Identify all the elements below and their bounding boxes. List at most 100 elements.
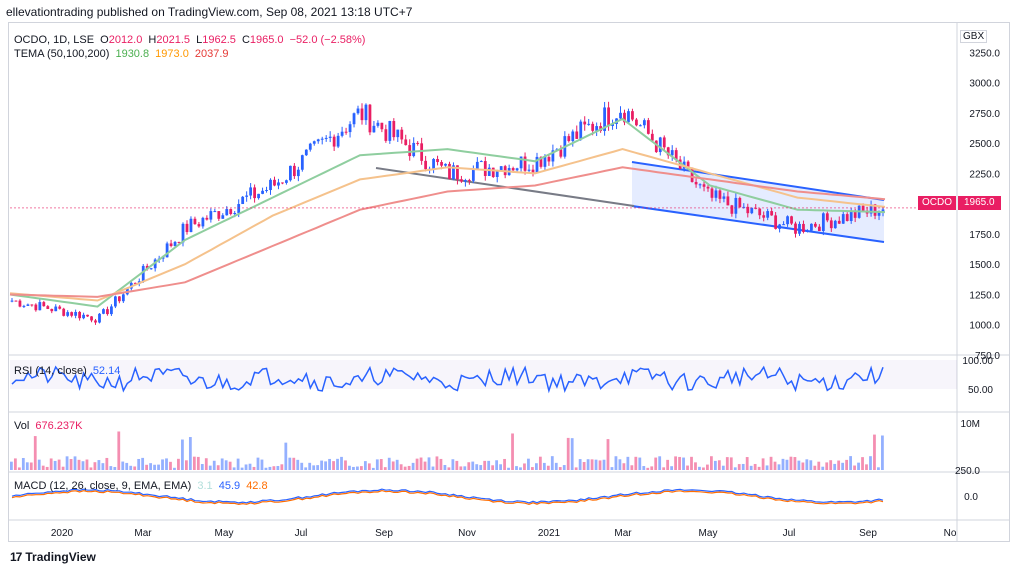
candle-body xyxy=(734,197,738,214)
candle-body xyxy=(50,308,54,312)
macd-label[interactable]: MACD (12, 26, close, 9, EMA, EMA) xyxy=(14,480,192,492)
candle-body xyxy=(241,196,245,205)
candle-body xyxy=(646,120,650,134)
volume-bar xyxy=(13,458,17,470)
candle-body xyxy=(249,187,253,196)
candle-body xyxy=(814,223,817,227)
volume-bar xyxy=(503,458,506,470)
volume-bar xyxy=(447,467,451,470)
candle-body xyxy=(22,305,26,307)
candle-body xyxy=(710,188,714,198)
volume-bar xyxy=(781,458,785,470)
candle-body xyxy=(837,220,841,224)
high-value: 2021.5 xyxy=(156,34,191,46)
volume-bar xyxy=(654,457,658,470)
volume-bar xyxy=(455,460,459,470)
volume-bar xyxy=(698,466,701,470)
volume-bar xyxy=(825,462,829,470)
tema-lines xyxy=(9,117,957,308)
volume-bar xyxy=(304,467,308,470)
volume-bar xyxy=(769,456,773,470)
volume-bar xyxy=(443,464,447,470)
candle-body xyxy=(782,224,785,226)
volume-bar xyxy=(713,460,717,470)
volume-bar xyxy=(507,467,510,470)
candle-body xyxy=(46,306,50,309)
candle-body xyxy=(364,104,368,121)
volume-bar xyxy=(272,466,276,470)
candle-body xyxy=(261,190,264,194)
volume-bar xyxy=(69,459,73,470)
volume-bar xyxy=(240,467,244,470)
volume-bar xyxy=(586,459,590,470)
volume-bar xyxy=(554,462,558,470)
footer-brand[interactable]: 17 TradingView xyxy=(10,550,96,564)
candle-body xyxy=(674,150,678,160)
volume-bar xyxy=(865,464,868,470)
volume-bar xyxy=(10,461,13,470)
volume-bar xyxy=(845,459,849,470)
volume-bar xyxy=(29,462,33,470)
volume-bar xyxy=(181,439,184,470)
channel-lower-line xyxy=(631,205,885,243)
candle-body xyxy=(416,142,420,144)
volume-bar xyxy=(153,464,156,470)
volume-bar xyxy=(805,459,809,470)
time-tick-label: 2021 xyxy=(538,528,561,539)
rsi-pane xyxy=(10,360,957,394)
candle-body xyxy=(296,169,300,177)
volume-bar xyxy=(511,433,514,470)
candle-body xyxy=(74,311,78,316)
time-tick-label: No xyxy=(944,528,957,539)
volume-bar xyxy=(817,461,821,470)
candle-body xyxy=(766,211,770,218)
volume-bar xyxy=(499,464,502,470)
volume-bar xyxy=(531,467,534,470)
candle-body xyxy=(571,131,575,142)
candle-body xyxy=(102,309,105,314)
candle-body xyxy=(833,220,837,229)
volume-bar xyxy=(320,460,324,470)
candle-body xyxy=(106,309,109,315)
candle-body xyxy=(292,165,296,177)
currency-badge[interactable]: GBX xyxy=(960,30,988,43)
candle-body xyxy=(114,296,117,307)
candle-body xyxy=(420,143,424,161)
rsi-label[interactable]: RSI (14, close) xyxy=(14,365,87,377)
candle-body xyxy=(193,218,197,225)
tema-label[interactable]: TEMA (50,100,200) xyxy=(14,48,110,60)
volume-bar xyxy=(650,466,654,470)
volume-bar xyxy=(375,459,379,470)
candle-body xyxy=(583,121,587,125)
volume-bar xyxy=(757,466,761,470)
candle-body xyxy=(66,312,70,316)
candle-body xyxy=(523,156,527,171)
price-tick-label: 1500.0 xyxy=(969,260,1000,271)
candle-body xyxy=(400,129,404,140)
vol-label[interactable]: Vol xyxy=(14,420,30,432)
volume-bar xyxy=(85,459,89,470)
candle-body xyxy=(690,167,694,182)
time-tick-label: May xyxy=(215,528,234,539)
volume-bar xyxy=(137,458,141,470)
volume-bar xyxy=(200,464,204,470)
volume-bar xyxy=(113,466,117,470)
volume-bar xyxy=(57,459,61,470)
candle-body xyxy=(360,108,364,121)
volume-bar xyxy=(117,431,121,470)
volume-bar xyxy=(717,460,721,470)
candle-body xyxy=(328,136,332,138)
rsi-line xyxy=(11,365,884,394)
symbol-label[interactable]: OCDO, 1D, LSE xyxy=(14,34,95,46)
volume-bar xyxy=(761,458,765,470)
candle-body xyxy=(511,168,515,171)
channel-upper-line xyxy=(631,161,885,201)
candle-body xyxy=(324,137,328,139)
candle-body xyxy=(778,224,781,229)
candle-body xyxy=(173,241,177,247)
volume-bar xyxy=(17,467,21,470)
candle-body xyxy=(686,161,690,168)
volume-bar xyxy=(833,463,837,470)
candle-body xyxy=(718,190,722,199)
